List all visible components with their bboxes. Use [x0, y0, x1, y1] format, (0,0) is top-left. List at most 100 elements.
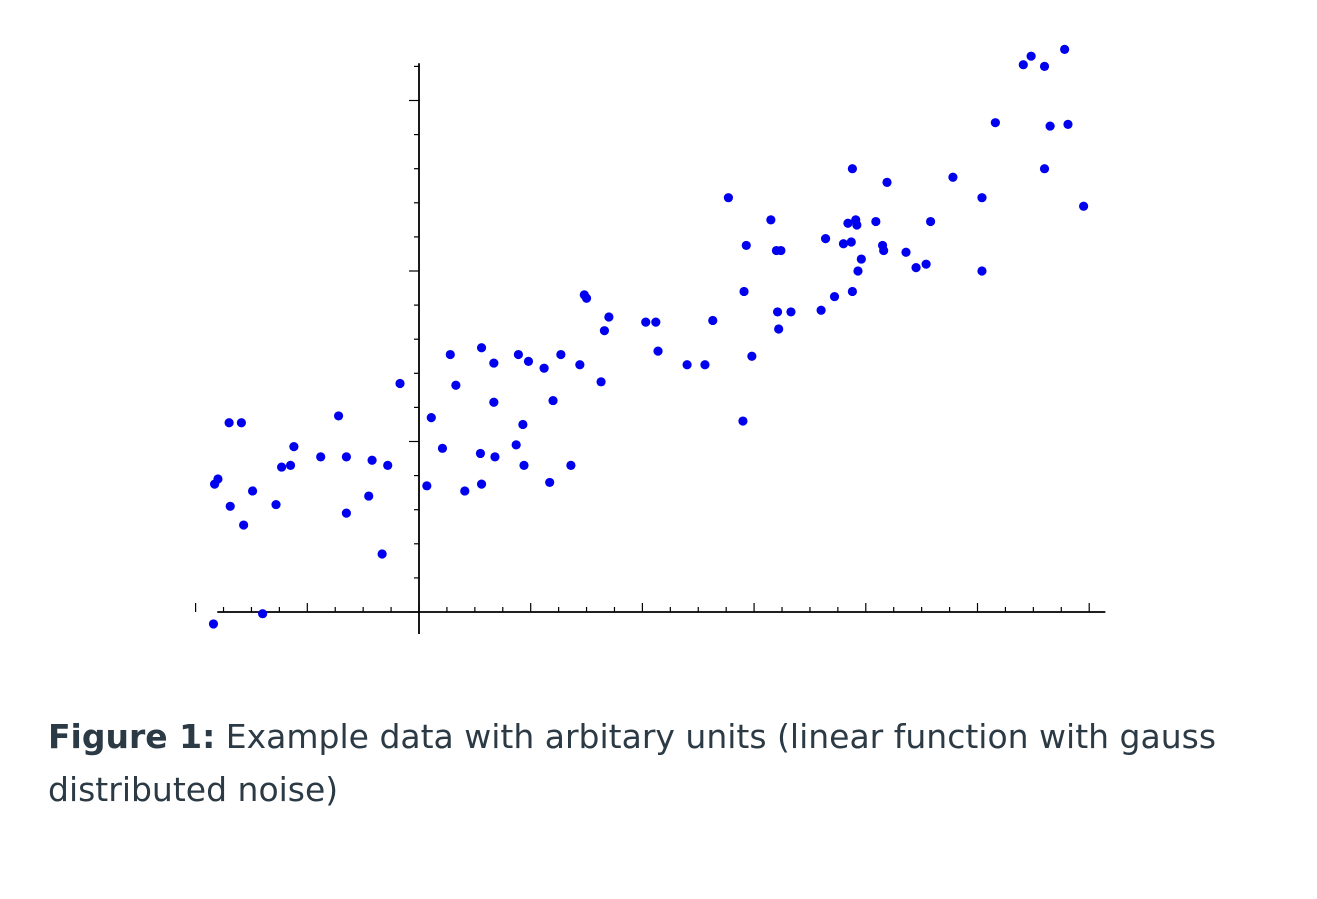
- data-point: [364, 491, 374, 501]
- data-point: [786, 307, 796, 317]
- data-point: [395, 378, 405, 389]
- data-point: [901, 247, 911, 257]
- data-point: [820, 234, 831, 244]
- data-point: [476, 343, 487, 353]
- data-point: [772, 307, 783, 317]
- data-point: [852, 220, 862, 230]
- data-point: [977, 266, 987, 276]
- data-point: [871, 216, 881, 227]
- data-point: [271, 499, 281, 510]
- data-point: [776, 245, 786, 256]
- data-point: [1026, 51, 1036, 61]
- data-point: [921, 259, 931, 269]
- data-point: [519, 460, 529, 470]
- data-point: [247, 486, 258, 496]
- data-point: [747, 351, 757, 361]
- data-point: [316, 452, 326, 462]
- data-point: [539, 363, 549, 373]
- data-point: [838, 239, 849, 249]
- caption-text: Example data with arbitary units (linear…: [48, 717, 1217, 809]
- data-point: [575, 360, 585, 370]
- data-point: [682, 360, 692, 370]
- data-point: [489, 358, 499, 368]
- data-point: [948, 172, 958, 182]
- data-point: [1060, 44, 1070, 54]
- caption-label: Figure 1:: [48, 717, 216, 756]
- data-point: [239, 520, 249, 530]
- data-point: [341, 452, 351, 462]
- data-point: [566, 460, 576, 470]
- data-point: [208, 619, 219, 629]
- data-point: [879, 245, 889, 256]
- data-point: [224, 418, 234, 428]
- data-point: [816, 305, 826, 315]
- data-point: [523, 356, 534, 366]
- data-point: [700, 360, 710, 370]
- data-point: [847, 286, 857, 297]
- data-point: [843, 218, 853, 228]
- data-point: [460, 486, 470, 496]
- data-point: [236, 418, 246, 428]
- data-point: [445, 349, 455, 360]
- data-point: [708, 315, 718, 326]
- data-point: [422, 481, 432, 491]
- data-point: [853, 266, 863, 276]
- data-point: [581, 293, 592, 303]
- data-point: [225, 501, 235, 511]
- data-point: [451, 380, 461, 390]
- data-point: [738, 416, 748, 426]
- data-point: [511, 440, 521, 450]
- data-point: [1079, 201, 1089, 211]
- data-point: [333, 411, 344, 421]
- data-point: [548, 395, 558, 406]
- data-point: [1063, 119, 1073, 129]
- data-point: [489, 397, 499, 407]
- data-point: [856, 254, 866, 264]
- data-point: [847, 164, 857, 174]
- data-point: [1039, 164, 1050, 174]
- data-point: [774, 324, 784, 334]
- data-point: [596, 377, 606, 387]
- data-point: [277, 462, 287, 472]
- data-point: [213, 474, 223, 484]
- data-point: [739, 286, 749, 297]
- data-point: [911, 262, 921, 273]
- data-point: [556, 349, 566, 360]
- data-point: [377, 549, 387, 559]
- data-point: [925, 216, 936, 227]
- data-point: [829, 291, 840, 302]
- data-point: [1039, 61, 1050, 71]
- scatter-plot: [195, 44, 1106, 634]
- data-point: [1018, 60, 1028, 70]
- data-point: [490, 452, 500, 462]
- data-point: [766, 215, 776, 225]
- data-point: [367, 455, 377, 465]
- data-point: [475, 448, 486, 459]
- data-point: [1045, 121, 1055, 131]
- data-point: [653, 346, 663, 356]
- data-point: [723, 193, 734, 203]
- data-point: [641, 317, 651, 327]
- data-point: [426, 413, 436, 423]
- data-point: [289, 442, 299, 452]
- data-point: [604, 312, 614, 322]
- data-point: [285, 460, 296, 470]
- data-point: [518, 419, 528, 430]
- data-point: [341, 508, 351, 518]
- data-point: [990, 118, 1000, 128]
- data-point: [258, 609, 268, 619]
- data-point: [977, 193, 987, 203]
- data-point: [476, 479, 487, 489]
- axes: [195, 63, 1106, 634]
- data-point: [599, 326, 610, 336]
- data-point: [846, 237, 856, 247]
- data-point: [383, 460, 393, 470]
- figure-caption: Figure 1: Example data with arbitary uni…: [48, 710, 1248, 816]
- data-point: [545, 477, 555, 488]
- data-point: [437, 443, 448, 453]
- data-point: [882, 177, 892, 187]
- data-point: [651, 317, 661, 327]
- data-point: [513, 349, 524, 360]
- data-points: [208, 44, 1089, 629]
